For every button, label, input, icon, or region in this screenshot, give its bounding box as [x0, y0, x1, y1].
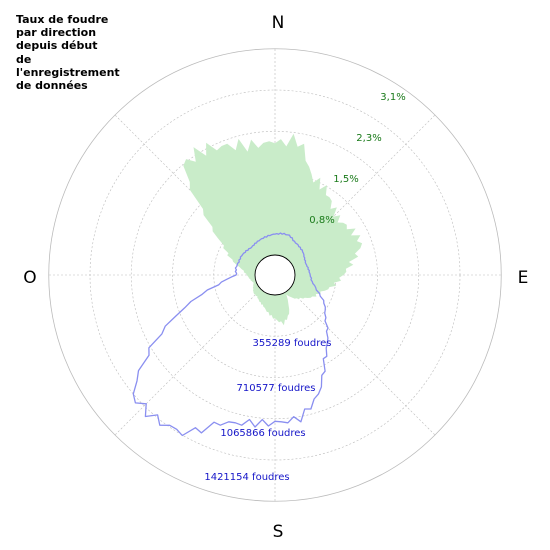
- title-line-1: Taux de foudre: [16, 13, 109, 26]
- rate-tick-label-3: 2,3%: [356, 133, 381, 144]
- grid-ring: [130, 130, 420, 420]
- grid-spoke: [288, 288, 436, 436]
- grid: [48, 48, 502, 502]
- rate-area: [183, 133, 363, 326]
- grid-ring: [48, 48, 502, 502]
- rate-tick-label-4: 3,1%: [380, 92, 405, 103]
- center-hub: [254, 254, 296, 296]
- rate-tick-label-1: 0,8%: [309, 215, 334, 226]
- grid-ring: [172, 172, 378, 378]
- title-line-5: l'enregistrement: [16, 65, 120, 79]
- count-line-layer: [132, 232, 329, 437]
- title-line-6: de données: [16, 79, 88, 93]
- count-line: [132, 232, 329, 437]
- direction-label-north: N: [272, 13, 285, 33]
- title-line-4: de: [16, 52, 32, 66]
- count-tick-label-3: 1065866 foudres: [220, 428, 305, 439]
- chart-title: Taux de foudre par direction depuis débu…: [16, 13, 120, 92]
- direction-label-east: E: [518, 268, 529, 288]
- rate-tick-label-2: 1,5%: [333, 174, 358, 185]
- title-line-2: par direction: [16, 26, 97, 40]
- direction-label-south: S: [273, 522, 284, 542]
- rate-area-layer: [183, 133, 363, 326]
- count-tick-label-1: 355289 foudres: [253, 338, 332, 349]
- grid-spoke: [114, 288, 262, 436]
- count-tick-label-2: 710577 foudres: [237, 383, 316, 394]
- title-line-3: depuis début: [16, 39, 98, 53]
- count-tick-label-4: 1421154 foudres: [204, 472, 289, 483]
- direction-label-west: O: [23, 268, 36, 288]
